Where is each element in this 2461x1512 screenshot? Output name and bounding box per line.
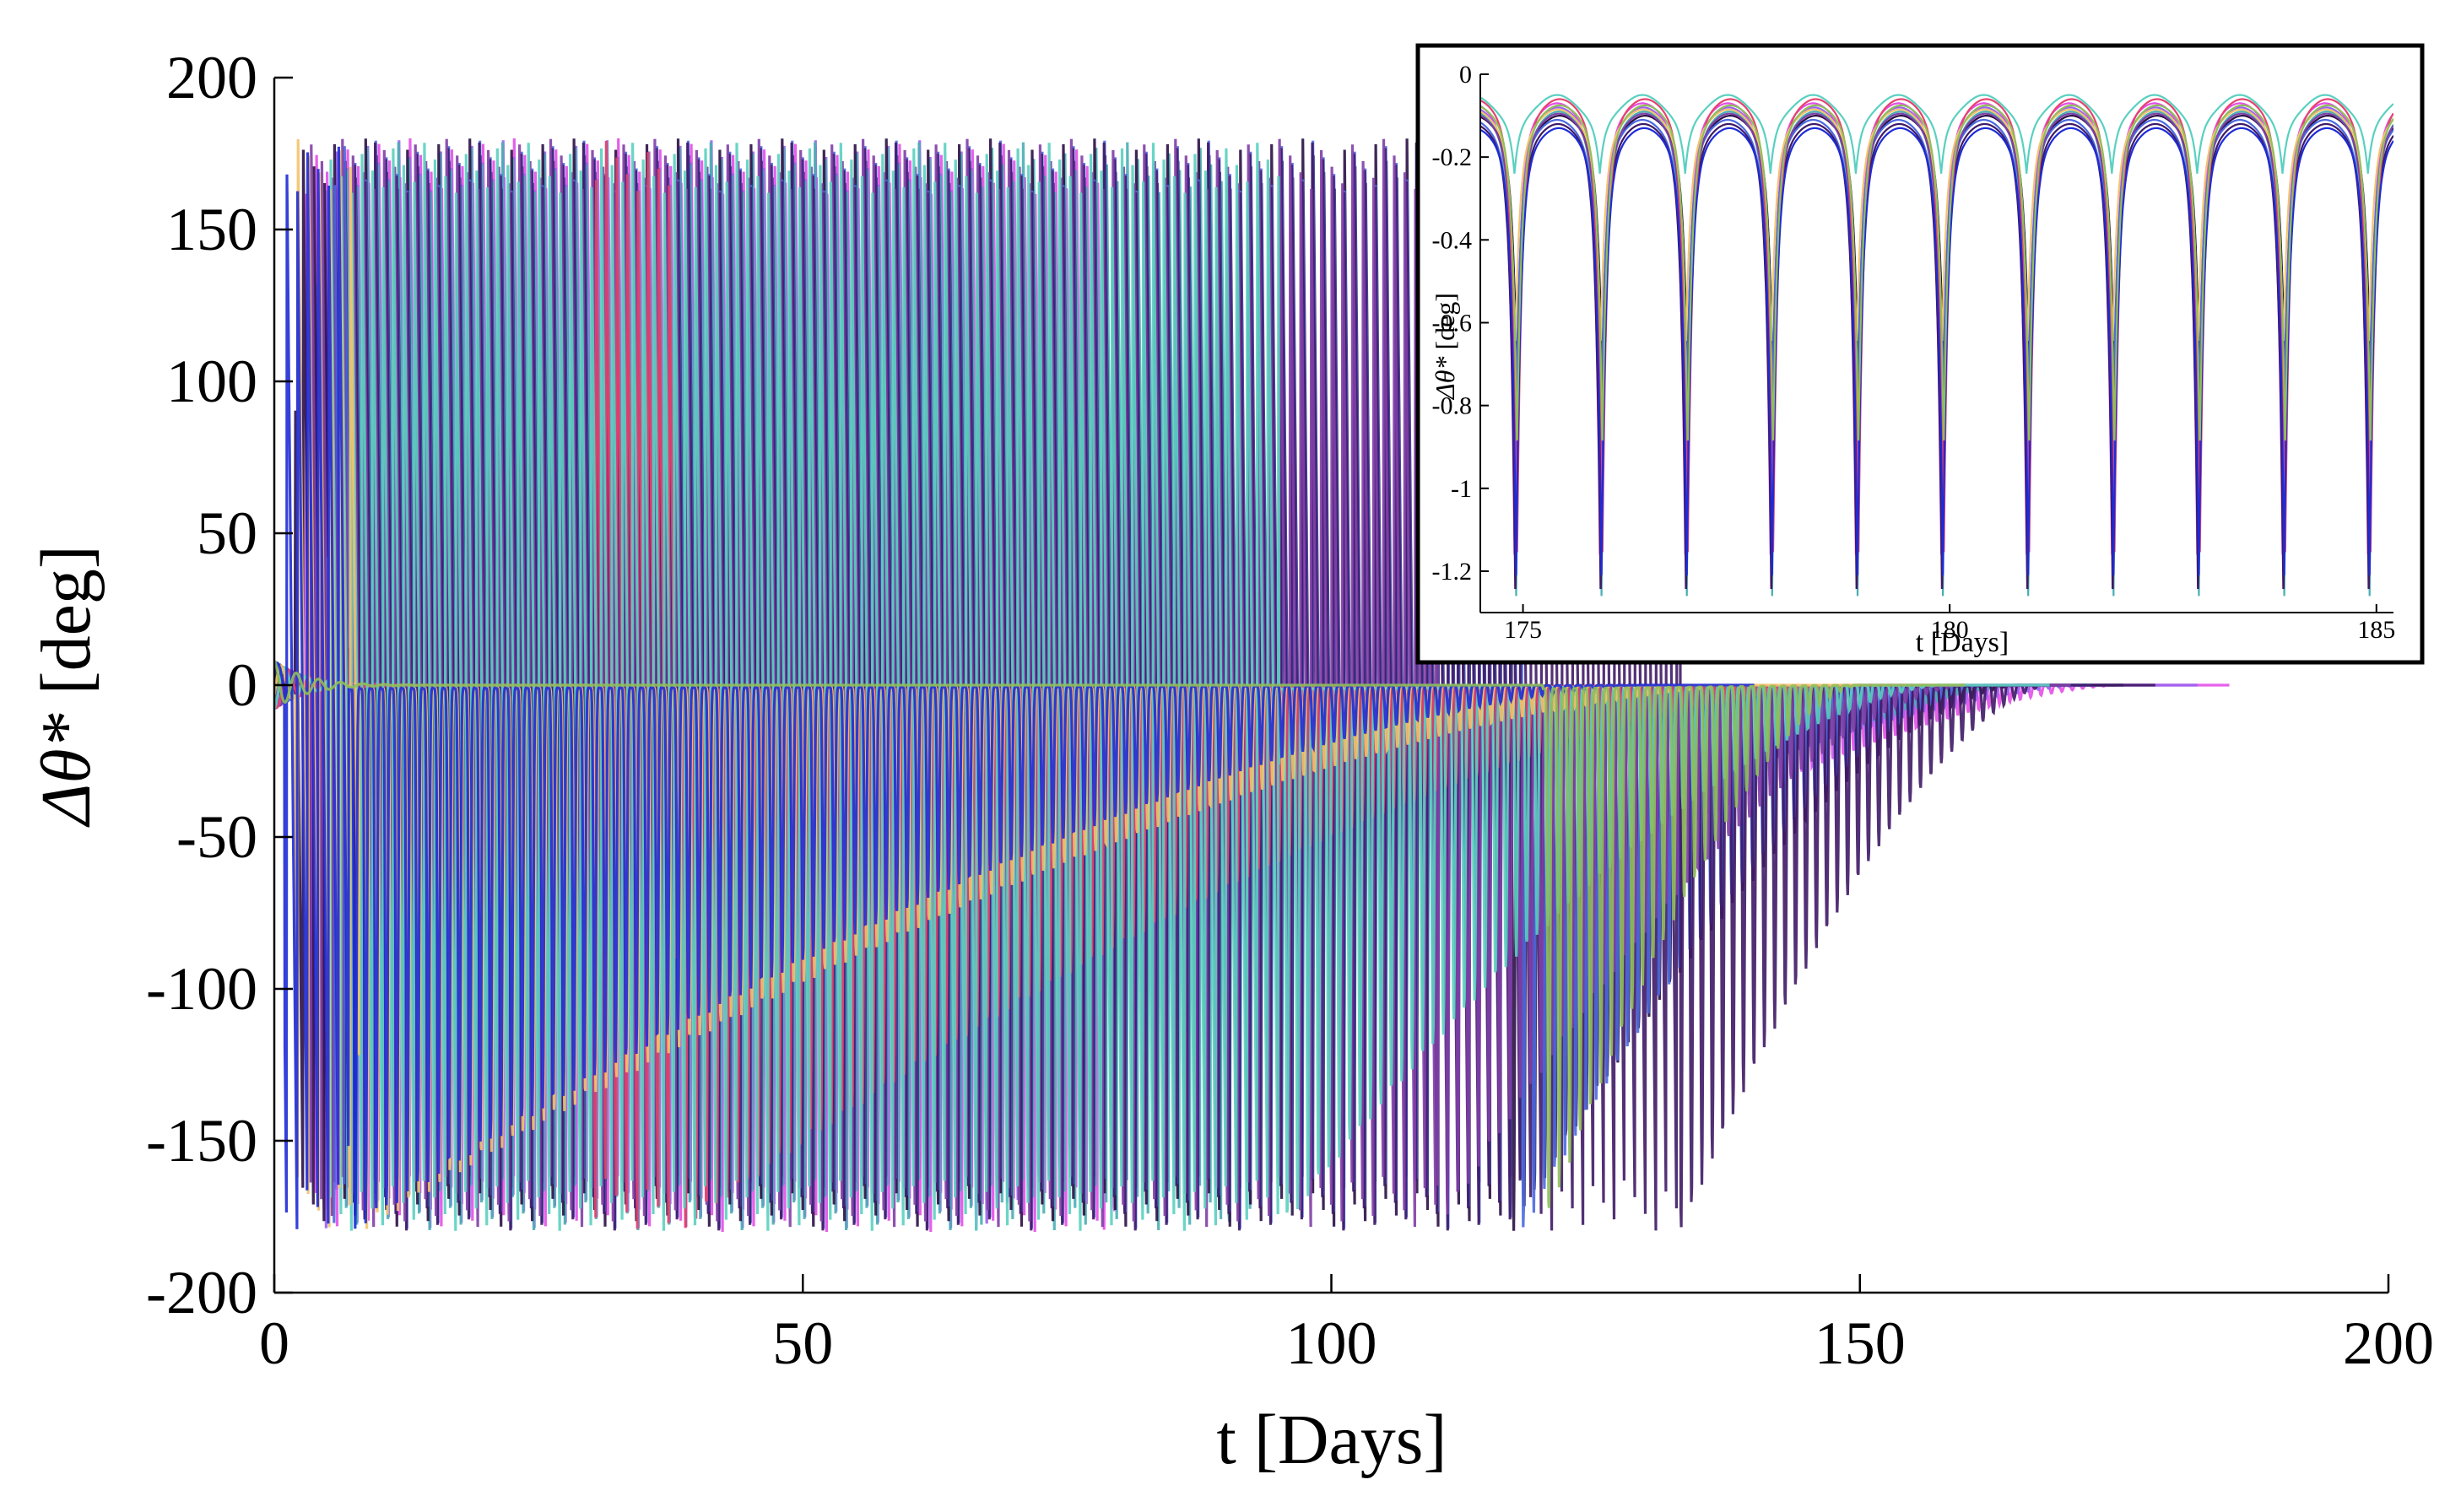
main-x-tick-label: 100 [1286,1310,1377,1377]
inset-y-ticks: 0 -0.2 -0.4 -0.6 -0.8 -1 -1.2 [1432,61,1489,586]
inset-series-line [1480,122,2393,590]
main-series-line [274,138,2071,1228]
main-x-tick-label: 200 [2343,1310,2434,1377]
inset-y-tick-label: -0.4 [1432,226,1473,254]
inset-series-line [1480,104,2393,441]
main-y-ticks: -200 -150 -100 -50 0 50 100 150 200 [146,44,293,1326]
inset-series-group [1480,94,2393,597]
main-x-tick-label: 50 [772,1310,833,1377]
main-y-tick-label: -50 [176,803,257,871]
inset-y-tick-label: -1.2 [1432,558,1473,586]
main-x-tick-label: 0 [259,1310,289,1377]
inset-x-tick-label: 175 [1504,616,1542,644]
inset-x-ticks: 175 180 185 [1504,604,2395,644]
inset-axes [1479,74,2393,613]
inset-y-tick-label: -0.2 [1432,143,1473,171]
inset-series-line [1480,98,2393,553]
main-y-tick-label: 0 [227,651,257,719]
main-x-axis-title: t [Days] [1217,1401,1447,1479]
main-series-group [274,138,2230,1233]
main-y-axis-title: Δθ* [deg] [27,545,105,828]
inset-plot: 175 180 185 0 -0.2 -0.4 -0.6 -0.8 -1 -1.2 t [Day… [1415,43,2425,665]
main-y-tick-label: 150 [166,196,257,263]
inset-y-tick-label: -0.6 [1432,309,1473,337]
main-y-tick-label: -200 [146,1259,257,1326]
main-x-ticks: 0 50 100 150 200 [259,1274,2434,1377]
inset-series-line [1480,94,2393,174]
main-y-tick-label: 200 [166,44,257,111]
main-series-line [274,660,1966,1208]
inset-frame [1415,43,2425,665]
main-y-axis-symbol: Δθ* [27,713,105,828]
inset-y-tick-label: -1 [1451,475,1472,503]
main-y-tick-label: -100 [146,955,257,1023]
main-y-tick-label: 50 [197,500,257,567]
inset-y-axis-symbol: Δθ* [1430,357,1460,402]
inset-y-axis-title: Δθ* [deg] [1430,293,1460,401]
inset-y-tick-label: 0 [1459,61,1472,89]
inset-x-tick-label: 180 [1931,616,1969,644]
inset-x-tick-label: 185 [2357,616,2395,644]
inset-y-tick-label: -0.8 [1432,392,1473,420]
main-y-axis-unit: [deg] [27,545,105,694]
main-y-tick-label: 100 [166,348,257,415]
inset-x-axis-title: t [Days] [1916,627,2009,658]
main-plot: 0 50 100 150 200 -200 -150 -100 -50 0 50 100 150 200… [27,44,2434,1479]
inset-series-line [1480,127,2393,575]
main-x-tick-label: 150 [1815,1310,1906,1377]
main-y-tick-label: -150 [146,1107,257,1174]
inset-y-axis-unit: [deg] [1430,293,1460,350]
